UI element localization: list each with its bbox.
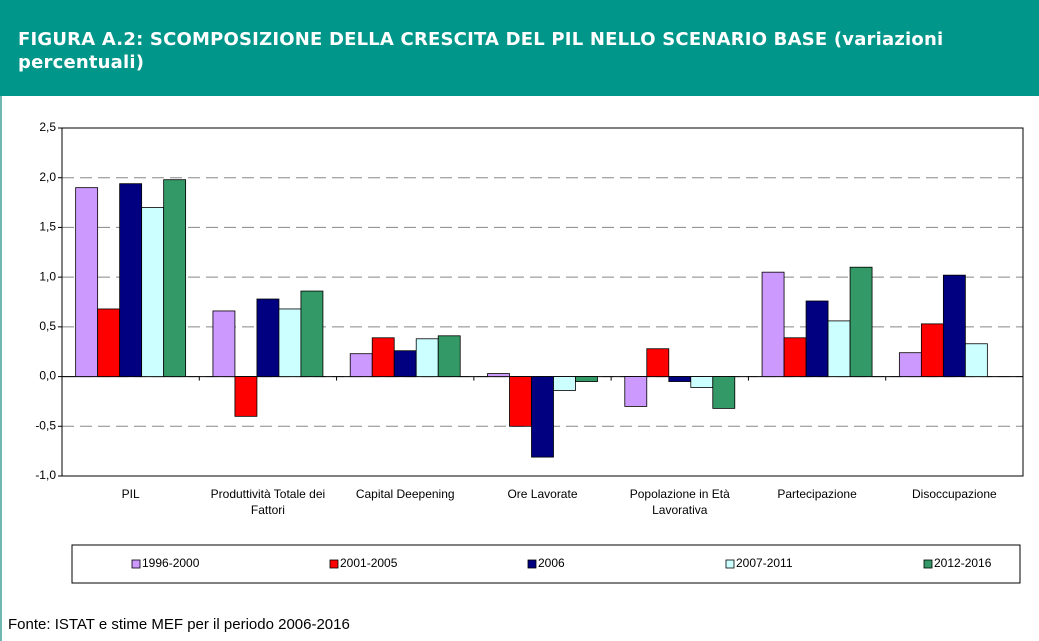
y-tick-label: -0,5 — [35, 418, 56, 432]
y-tick-label: 1,5 — [39, 220, 56, 234]
y-tick-label: 0,0 — [39, 369, 56, 383]
bar — [964, 343, 988, 377]
bar — [783, 337, 807, 377]
bar — [212, 310, 236, 377]
x-tick-label: Capital Deepening — [355, 487, 455, 501]
bar — [575, 376, 598, 382]
x-tick-label: Disoccupazione — [911, 487, 997, 501]
bar — [668, 376, 692, 382]
legend-label: 2007-2011 — [736, 556, 793, 570]
bar — [624, 376, 648, 407]
bar — [531, 376, 554, 458]
x-tick-label: PIL — [121, 487, 140, 501]
bar — [487, 373, 510, 377]
x-tick-label: Ore Lavorate — [507, 487, 578, 501]
legend-label: 2006 — [538, 556, 565, 570]
source-note: Fonte: ISTAT e stime MEF per il periodo … — [8, 616, 350, 633]
y-tick-label: 2,5 — [39, 120, 56, 134]
bar — [141, 207, 165, 377]
bar — [805, 300, 829, 377]
bar — [300, 290, 324, 377]
legend-label: 2012-2016 — [934, 556, 992, 570]
legend-box — [71, 544, 1021, 584]
bar — [75, 187, 99, 377]
figure-frame — [0, 96, 1039, 641]
bar — [761, 271, 785, 377]
legend-label: 1996-2000 — [142, 556, 200, 570]
x-tick-label: Produttività Totale dei Fattori — [210, 487, 326, 517]
plot-border — [61, 127, 1024, 477]
bar — [690, 376, 714, 388]
bar — [712, 376, 736, 409]
y-tick-label: 0,5 — [39, 319, 56, 333]
legend-swatch — [131, 559, 141, 569]
legend-label: 2001-2005 — [340, 556, 398, 570]
bar — [349, 353, 373, 377]
legend-swatch — [527, 559, 537, 569]
bar — [437, 335, 461, 377]
legend-swatch — [329, 559, 339, 569]
bar — [234, 376, 258, 417]
bar — [920, 323, 944, 377]
x-tick-label: Popolazione in Età Lavorativa — [629, 487, 730, 517]
legend-swatch — [725, 559, 735, 569]
bar — [827, 320, 851, 377]
bar — [646, 348, 670, 377]
bar — [97, 308, 121, 377]
bar — [942, 274, 966, 377]
y-tick-label: 2,0 — [39, 170, 56, 184]
bar — [509, 376, 532, 427]
bar — [119, 183, 143, 377]
bar — [256, 298, 280, 377]
bar — [415, 338, 439, 377]
bar — [278, 308, 302, 377]
legend-swatch — [923, 559, 933, 569]
bar — [393, 350, 417, 377]
y-tick-label: 1,0 — [39, 269, 56, 283]
bar — [849, 266, 873, 377]
x-tick-label: Partecipazione — [777, 487, 857, 501]
bar — [371, 337, 395, 377]
y-tick-label: -1,0 — [35, 468, 56, 482]
bar — [553, 376, 576, 391]
figure-title: FIGURA A.2: SCOMPOSIZIONE DELLA CRESCITA… — [0, 0, 1039, 96]
bar — [163, 179, 187, 377]
bar — [898, 352, 922, 377]
